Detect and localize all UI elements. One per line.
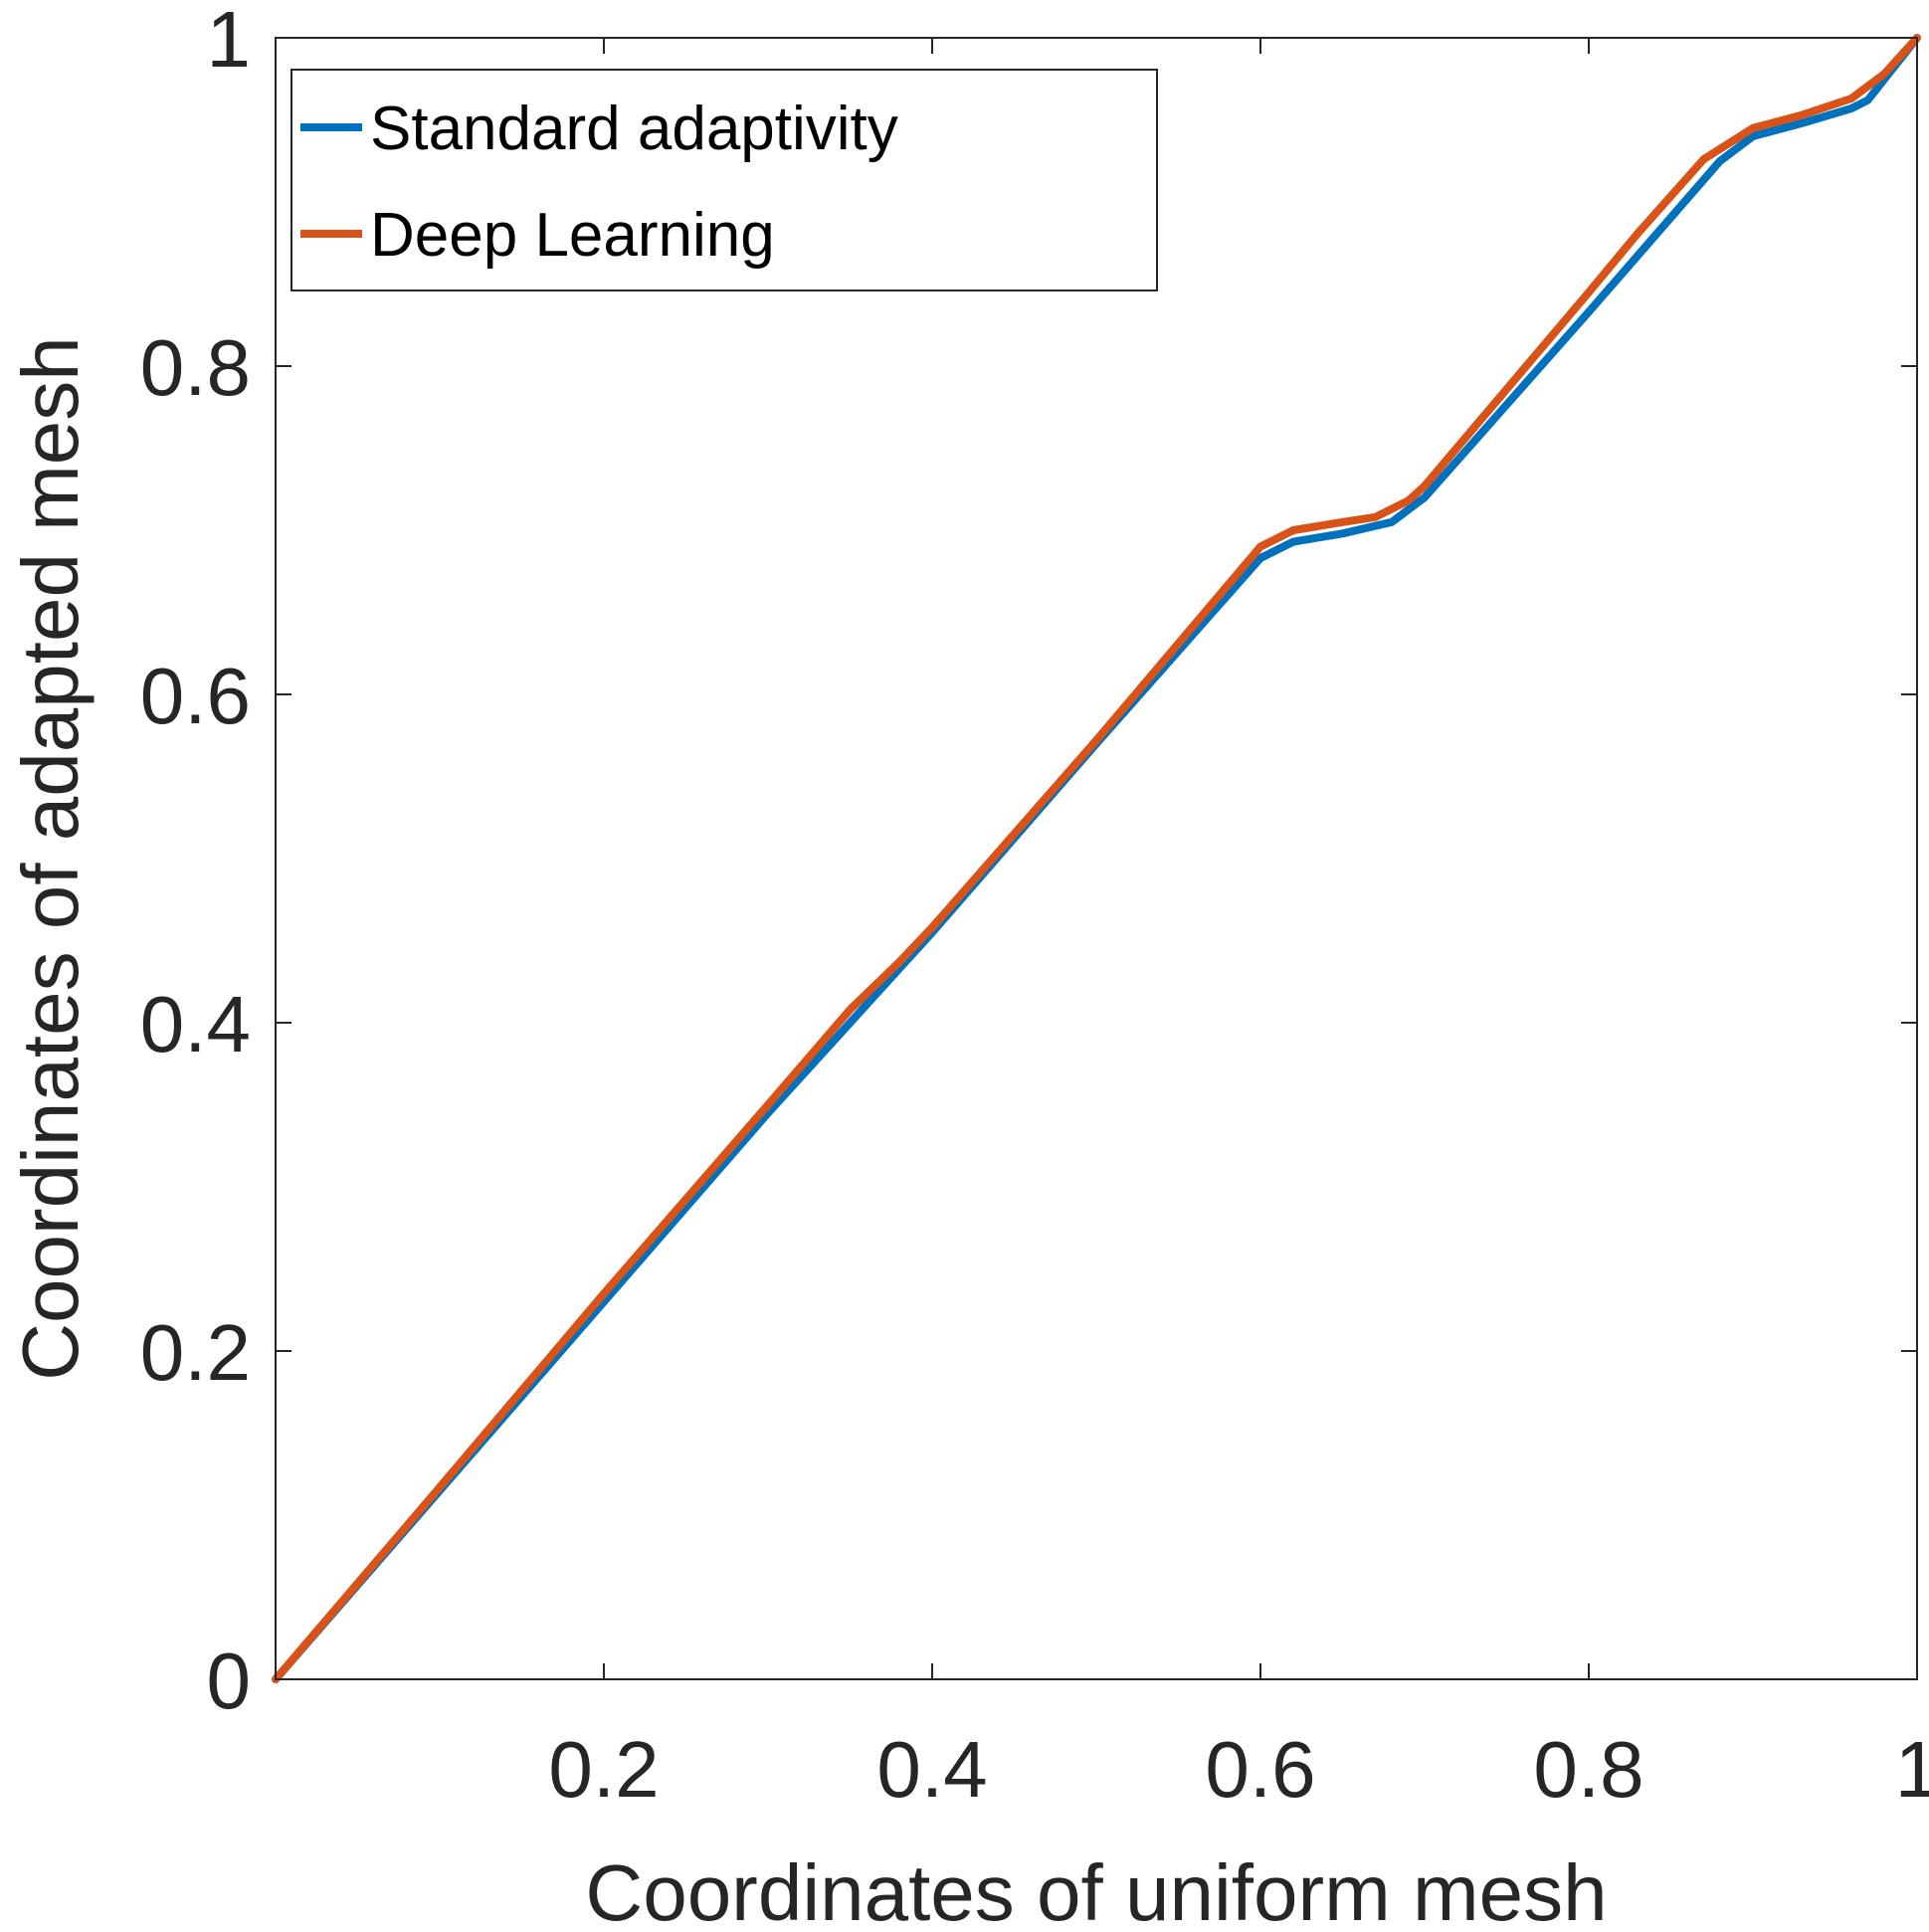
tick-layer: 0.2 0.4 0.6 0.8 1 0 0.2 0.4 0.6 0.8 1 <box>140 0 1929 1814</box>
x-axis-label: Coordinates of uniform mesh <box>585 1848 1607 1932</box>
y-axis-label: Coordinates of adapted mesh <box>6 336 95 1381</box>
legend-label-standard-adaptivity: Standard adaptivity <box>370 95 898 163</box>
plot-frame <box>275 37 1918 1680</box>
y-tick-label: 1 <box>207 0 252 84</box>
series-line-standard-adaptivity <box>272 34 1921 1683</box>
series-layer <box>272 34 1921 1683</box>
x-tick-label: 0.8 <box>1533 1725 1643 1814</box>
legend-box <box>290 69 1158 291</box>
y-tick-label: 0.2 <box>140 1308 251 1397</box>
y-tick-label: 0.8 <box>140 323 251 412</box>
y-tick-label: 0.4 <box>140 980 251 1068</box>
legend-label-deep-learning: Deep Learning <box>370 201 775 270</box>
x-tick-label: 1 <box>1895 1725 1929 1814</box>
x-tick-label: 0.4 <box>876 1725 987 1814</box>
y-tick-label: 0.6 <box>140 652 251 740</box>
x-tick-label: 0.6 <box>1205 1725 1315 1814</box>
series-line-deep-learning <box>272 34 1921 1683</box>
legend: Standard adaptivity Deep Learning <box>290 69 1158 291</box>
y-tick-label: 0 <box>207 1637 252 1725</box>
x-tick-label: 0.2 <box>548 1725 659 1814</box>
